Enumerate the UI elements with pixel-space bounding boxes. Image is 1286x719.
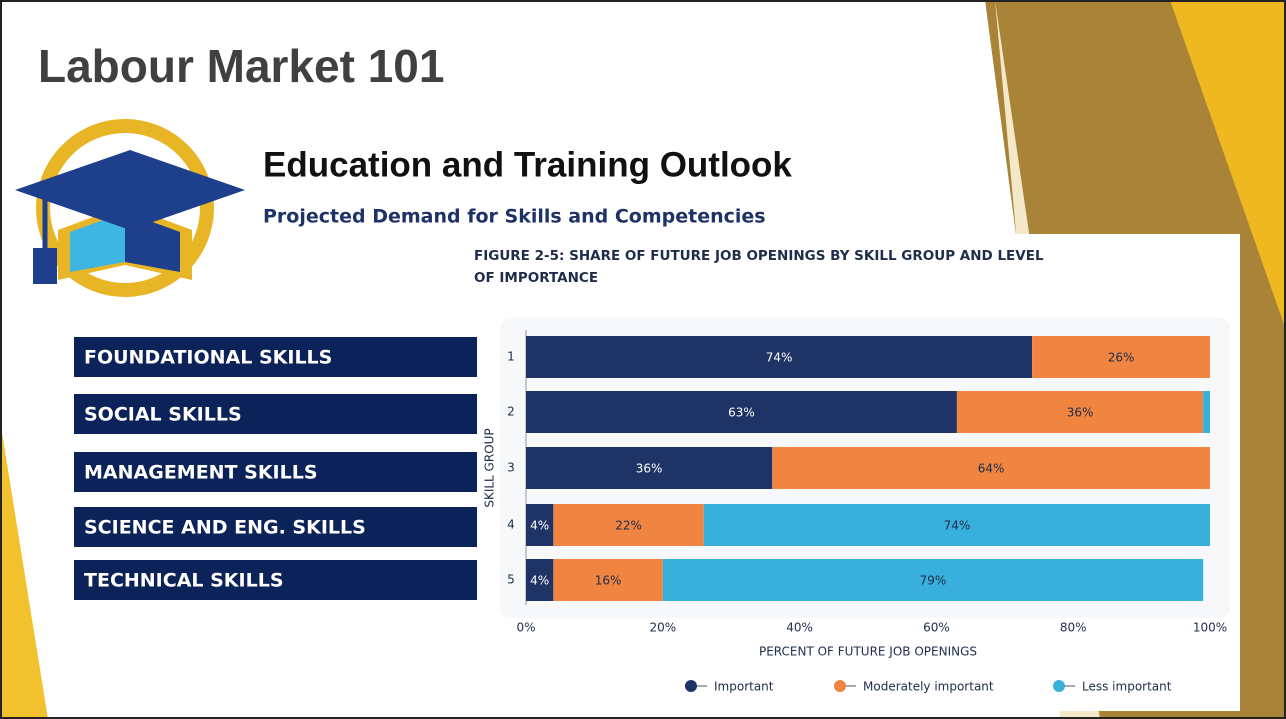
y-tick-label: 4 xyxy=(507,518,515,532)
skill-label: TECHNICAL SKILLS xyxy=(84,570,284,592)
x-tick-label: 20% xyxy=(649,621,676,635)
legend-label: Less important xyxy=(1082,680,1172,694)
legend-label: Important xyxy=(714,680,774,694)
legend-marker xyxy=(685,680,697,692)
value-label: 63% xyxy=(728,406,755,420)
value-label: 26% xyxy=(1108,351,1135,365)
y-tick-label: 3 xyxy=(507,461,515,475)
x-tick-label: 40% xyxy=(786,621,813,635)
chart-title: FIGURE 2-5: SHARE OF FUTURE JOB OPENINGS… xyxy=(474,248,1044,264)
slide-title: Labour Market 101 xyxy=(38,40,444,92)
legend-marker xyxy=(1053,680,1065,692)
skill-label: FOUNDATIONAL SKILLS xyxy=(84,347,332,369)
value-label: 64% xyxy=(978,462,1005,476)
skill-label: MANAGEMENT SKILLS xyxy=(84,462,318,484)
value-label: 79% xyxy=(920,574,947,588)
value-label: 22% xyxy=(615,519,642,533)
y-tick-label: 2 xyxy=(507,405,515,419)
value-label: 4% xyxy=(530,574,549,588)
value-label: 16% xyxy=(595,574,622,588)
legend-marker xyxy=(834,680,846,692)
chart-title: OF IMPORTANCE xyxy=(474,270,598,286)
value-label: 74% xyxy=(944,519,971,533)
value-label: 36% xyxy=(636,462,663,476)
page: Labour Market 101 Education and Training… xyxy=(0,0,1286,719)
x-axis-label: PERCENT OF FUTURE JOB OPENINGS xyxy=(759,645,977,659)
y-tick-label: 1 xyxy=(507,350,515,364)
y-axis-label: SKILL GROUP xyxy=(483,428,497,507)
value-label: 36% xyxy=(1067,406,1094,420)
subheading: Projected Demand for Skills and Competen… xyxy=(263,206,766,228)
legend-label: Moderately important xyxy=(863,680,994,694)
y-tick-label: 5 xyxy=(507,573,515,587)
skill-label: SOCIAL SKILLS xyxy=(84,404,242,426)
slide: Labour Market 101 Education and Training… xyxy=(0,0,1286,719)
x-tick-label: 60% xyxy=(923,621,950,635)
bar-segment xyxy=(1203,391,1210,433)
x-tick-label: 80% xyxy=(1060,621,1087,635)
value-label: 74% xyxy=(766,351,793,365)
x-tick-label: 0% xyxy=(516,621,535,635)
skill-label: SCIENCE AND ENG. SKILLS xyxy=(84,517,366,539)
value-label: 4% xyxy=(530,519,549,533)
x-tick-label: 100% xyxy=(1193,621,1227,635)
heading: Education and Training Outlook xyxy=(263,145,792,184)
